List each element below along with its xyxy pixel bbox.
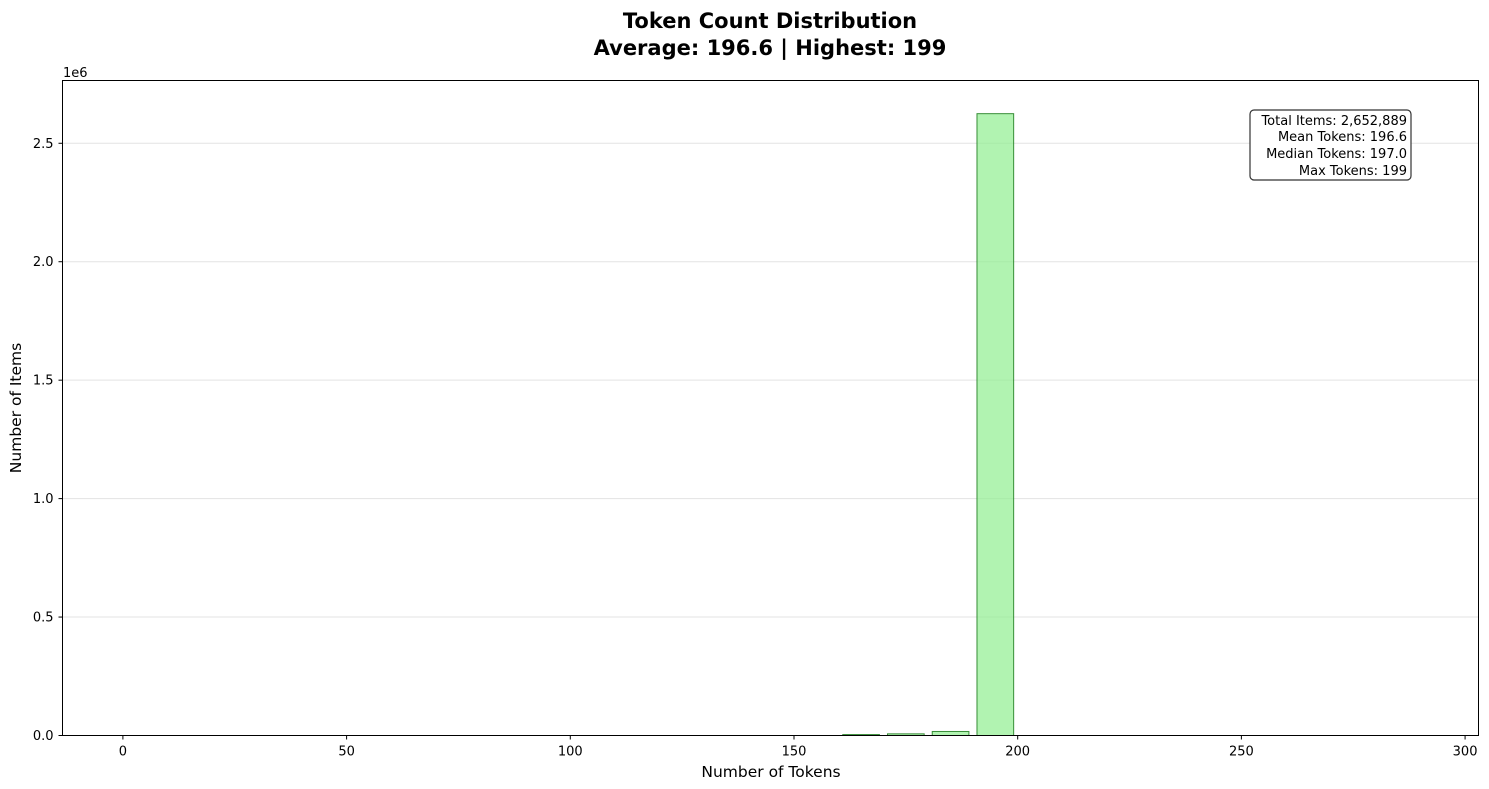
y-ticks: 0.0 0.5 1.0 1.5 2.0 2.5 (33, 137, 63, 744)
stats-max-tokens: Max Tokens: 199 (1299, 164, 1407, 179)
plot-frame (62, 80, 1479, 736)
y-axis-offset-label: 1e6 (63, 66, 88, 81)
x-tick-label: 100 (558, 745, 583, 760)
y-tick-label: 2.5 (33, 137, 54, 152)
x-tick-label: 300 (1453, 745, 1478, 760)
y-tick-label: 0.0 (33, 729, 54, 744)
x-tick-label: 250 (1229, 745, 1254, 760)
x-tick-label: 50 (338, 745, 355, 760)
x-tick-label: 150 (782, 745, 807, 760)
x-tick-label: 0 (119, 745, 127, 760)
stats-box: Total Items: 2,652,889 Mean Tokens: 196.… (1249, 109, 1412, 181)
y-tick-label: 2.0 (33, 255, 54, 270)
stats-box-frame (1249, 109, 1412, 181)
stats-total-items: Total Items: 2,652,889 (1260, 114, 1407, 129)
y-tick-label: 0.5 (33, 611, 54, 626)
y-tick-label: 1.5 (33, 374, 54, 389)
grid-lines (62, 142, 1479, 618)
bars (842, 113, 1015, 737)
y-axis-label: Number of Items (7, 343, 25, 473)
histogram-bar (931, 730, 970, 737)
y-tick-label: 1.0 (33, 492, 54, 507)
stats-median-tokens: Median Tokens: 197.0 (1266, 147, 1407, 162)
histogram-bar (976, 113, 1015, 737)
chart-title-line1: Token Count Distribution (623, 9, 917, 33)
x-ticks: 0 50 100 150 200 250 300 (119, 735, 1478, 760)
x-axis-label: Number of Tokens (701, 763, 840, 781)
chart-title-line2: Average: 196.6 | Highest: 199 (594, 36, 947, 61)
stats-mean-tokens: Mean Tokens: 196.6 (1278, 130, 1407, 145)
x-tick-label: 200 (1005, 745, 1030, 760)
